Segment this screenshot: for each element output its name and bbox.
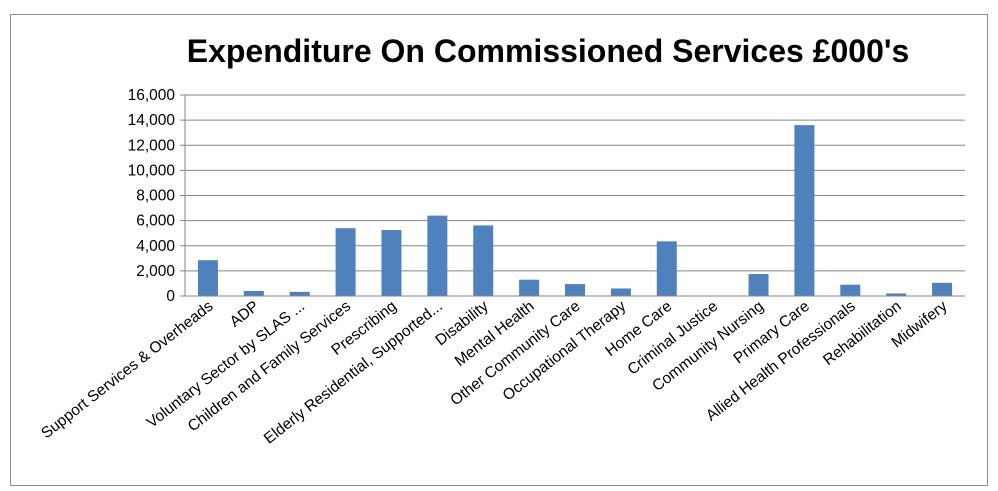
y-tick-label: 14,000: [128, 112, 176, 129]
bar: [243, 290, 264, 296]
y-axis-tick-labels: 0 2,000 4,000 6,000 8,000 10,000 12,000 14,000 1…: [128, 87, 176, 305]
y-tick-label: 4,000: [136, 238, 175, 255]
bar: [473, 225, 494, 296]
bar: [886, 293, 907, 296]
bar: [289, 291, 310, 296]
y-tick-label: 8,000: [136, 188, 175, 205]
bar: [565, 284, 585, 296]
bar: [932, 282, 953, 296]
x-category-label: Rehabilitation: [820, 298, 904, 369]
gridlines: [180, 94, 965, 297]
bar: [381, 230, 402, 296]
bar: [519, 279, 540, 296]
chart-frame: [10, 14, 988, 486]
bar: [197, 260, 218, 296]
x-axis-category-labels: Support Services & Overheads ADPVoluntary…: [38, 298, 950, 448]
bar: [794, 125, 815, 297]
y-tick-label: 10,000: [128, 162, 176, 179]
y-tick-label: 12,000: [128, 137, 176, 154]
y-tick-label: 0: [166, 288, 175, 305]
bar: [335, 228, 356, 296]
y-tick-label: 2,000: [136, 263, 175, 280]
x-category-label: ADP: [227, 298, 263, 331]
y-tick-label: 6,000: [136, 213, 175, 230]
bar: [427, 215, 448, 296]
bar: [840, 284, 861, 296]
chart-title: Expenditure On Commissioned Services £00…: [187, 33, 910, 69]
bars: [197, 125, 953, 297]
bar: [748, 274, 769, 296]
bar: [610, 288, 631, 296]
bar: [656, 241, 677, 296]
y-tick-label: 16,000: [128, 87, 176, 104]
axes: [184, 95, 965, 297]
